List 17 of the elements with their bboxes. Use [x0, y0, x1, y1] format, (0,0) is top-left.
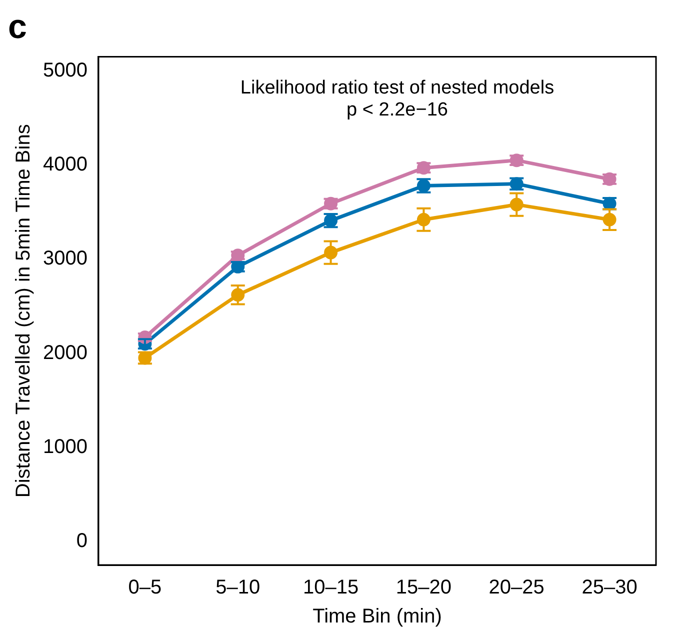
y-axis-title: Distance Travelled (cm) in 5min Time Bins — [12, 124, 35, 498]
y-tick-label: 4000 — [42, 154, 88, 176]
x-tick-label: 10–15 — [302, 576, 359, 599]
annotation: Likelihood ratio test of nested models — [240, 78, 554, 99]
x-axis-title: Time Bin (min) — [312, 606, 442, 628]
x-tick-label: 0–5 — [128, 576, 162, 599]
y-tick-label: 3000 — [42, 248, 88, 270]
annotation: p < 2.2e−16 — [346, 100, 448, 121]
x-tick-label: 15–20 — [396, 576, 452, 599]
x-tick-label: 5–10 — [216, 576, 260, 599]
y-tick-label: 5000 — [42, 59, 88, 82]
chart-title: c — [8, 8, 27, 46]
x-tick-label: 20–25 — [488, 576, 544, 599]
x-tick-label: 25–30 — [582, 576, 638, 599]
y-tick-label: 1000 — [42, 436, 88, 458]
y-tick-label: 2000 — [42, 342, 88, 364]
y-tick-label: 0 — [76, 530, 88, 552]
